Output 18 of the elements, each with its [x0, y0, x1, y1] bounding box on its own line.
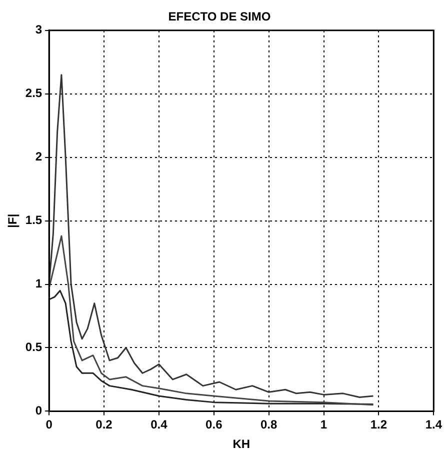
y-axis-title: |F|: [6, 214, 20, 228]
x-tick-label: 1.2: [370, 418, 388, 432]
x-tick-label: 0.4: [150, 418, 168, 432]
y-tick-label: 1: [35, 276, 42, 291]
y-tick-label: 0.5: [25, 340, 42, 354]
y-tick-label: 2: [35, 150, 42, 164]
y-tick-label: 1.5: [25, 213, 42, 228]
chart-title: EFECTO DE SIMO: [168, 10, 271, 24]
x-tick-label: 1: [320, 418, 328, 432]
y-tick-label: 2.5: [25, 86, 42, 100]
x-tick-label: 1.4: [425, 418, 442, 432]
x-tick-label: 0.8: [260, 418, 278, 432]
y-tick-label: 0: [35, 404, 42, 418]
y-tick-label: 3: [35, 22, 42, 37]
x-tick-label: 0: [46, 418, 53, 432]
x-tick-label: 0.2: [96, 418, 113, 432]
x-tick-label: 0.6: [206, 418, 223, 432]
x-axis-title: KH: [232, 437, 250, 452]
